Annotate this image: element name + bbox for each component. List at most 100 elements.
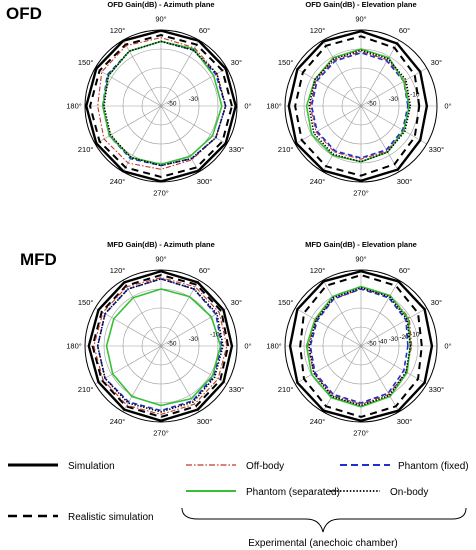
grid-spoke-60 <box>360 280 400 347</box>
angle-label: 0° <box>444 342 451 351</box>
grid-spoke-240 <box>322 345 362 412</box>
row-label-mfd: MFD <box>20 250 57 269</box>
series-line-simulation <box>288 270 434 422</box>
series-line-realistic <box>89 34 233 178</box>
grid-spoke-210 <box>95 345 162 385</box>
polar-plot: 90° 60° 30° 0° 330° 300° 270° 240° 210° 180° 150° 1… <box>266 15 451 198</box>
radial-tick-label: -30 <box>189 96 199 103</box>
grid-spoke-60 <box>360 40 400 107</box>
angle-label: 150° <box>278 58 294 67</box>
angle-label: 30° <box>231 58 242 67</box>
series-line-off-body <box>97 37 227 170</box>
row-label-ofd: OFD <box>6 4 42 23</box>
grid-spoke-300 <box>160 105 200 172</box>
grid-spoke-150 <box>95 67 162 107</box>
polar-chart-ofd-elevation: OFD Gain(dB) - Elevation plane 90° 60° 30°… <box>256 0 466 218</box>
radial-tick-label: -30 <box>189 336 199 343</box>
grid-spoke-240 <box>122 345 162 412</box>
outer-ring <box>284 269 438 423</box>
grid-spoke-210 <box>295 105 362 145</box>
polar-chart-mfd-elevation: MFD Gain(dB) - Elevation plane 90° 60° 30°… <box>256 240 466 458</box>
grid-spoke-60 <box>160 40 200 107</box>
chart-title: MFD Gain(dB) - Azimuth plane <box>107 240 215 249</box>
legend-label-simulation: Simulation <box>68 461 115 472</box>
series-line-realistic <box>91 274 230 418</box>
series-line-on-body <box>96 278 224 413</box>
series-line-off-body <box>307 288 413 405</box>
series-line-phantom-separated <box>101 40 223 166</box>
angle-label: 270° <box>353 189 369 198</box>
grid-spoke-330 <box>160 105 227 145</box>
angle-label: 330° <box>229 145 245 154</box>
grid-spoke-120 <box>122 40 162 107</box>
series-line-simulation <box>87 270 234 422</box>
series-line-on-body <box>103 40 227 167</box>
polar-chart-mfd-azimuth: MFD Gain(dB) - Azimuth plane 90° 60° 30° 0°… <box>56 240 266 458</box>
radial-tick-label: -50 <box>367 101 377 108</box>
radial-tick-label: -20 <box>399 334 409 341</box>
angle-label: 300° <box>397 417 413 426</box>
radial-tick-label: -10 <box>410 92 420 99</box>
grid-spoke-240 <box>322 105 362 172</box>
legend-group-label: Experimental (anechoic chamber) <box>248 538 398 549</box>
legend-label-off-body: Off-body <box>246 461 284 472</box>
angle-label: 270° <box>353 429 369 438</box>
angle-label: 240° <box>110 417 126 426</box>
legend-label-on-body: On-body <box>390 487 428 498</box>
grid-spoke-210 <box>95 105 162 145</box>
angle-label: 240° <box>310 417 326 426</box>
polar-plot: 90° 60° 30° 0° 330° 300° 270° 240° 210° 180° 150° 1… <box>66 255 251 438</box>
grid-spoke-120 <box>322 280 362 347</box>
angle-label: 180° <box>266 102 282 111</box>
grid-spoke-300 <box>360 345 400 412</box>
legend: Simulation Realistic simulation Off-body… <box>8 461 469 549</box>
angle-label: 300° <box>197 177 213 186</box>
series-line-phantom-separated <box>305 285 412 408</box>
radial-tick-label: -30 <box>389 96 399 103</box>
series-line-realistic <box>294 35 421 177</box>
radial-tick-label: -10 <box>210 332 220 339</box>
grid-spoke-30 <box>360 67 427 107</box>
angle-label: 210° <box>78 385 94 394</box>
angle-label: 30° <box>431 58 442 67</box>
angle-label: 90° <box>155 15 166 24</box>
angle-label: 330° <box>229 385 245 394</box>
polar-plot: 90° 60° 30° 0° 330° 300° 270° 240° 210° 180° 150° 1… <box>266 255 451 438</box>
angle-label: 120° <box>310 26 326 35</box>
grid-spoke-300 <box>160 345 200 412</box>
angle-label: 120° <box>110 26 126 35</box>
angle-label: 0° <box>444 102 451 111</box>
angle-label: 60° <box>399 26 410 35</box>
grid-spoke-210 <box>295 345 362 385</box>
outer-ring <box>284 29 438 183</box>
grid-spoke-150 <box>95 307 162 347</box>
angle-label: 90° <box>155 255 166 264</box>
angle-label: 120° <box>110 266 126 275</box>
radial-tick-label: -50 <box>367 341 377 348</box>
radial-tick-label: -30 <box>389 336 399 343</box>
series-line-simulation <box>287 30 429 182</box>
grid-spoke-60 <box>160 280 200 347</box>
radial-tick-label: -10 <box>410 332 420 339</box>
grid-spoke-30 <box>360 307 427 347</box>
grid-spoke-330 <box>360 105 427 145</box>
grid-spoke-150 <box>295 67 362 107</box>
series-line-phantom-fixed <box>310 52 409 159</box>
legend-label-realistic: Realistic simulation <box>68 512 154 523</box>
angle-label: 0° <box>244 102 251 111</box>
angle-label: 240° <box>310 177 326 186</box>
angle-label: 270° <box>153 189 169 198</box>
series-line-phantom-separated <box>105 288 222 407</box>
chart-title: OFD Gain(dB) - Azimuth plane <box>107 0 215 9</box>
series-line-simulation <box>85 29 237 183</box>
legend-label-phantom-fixed: Phantom (fixed) <box>398 461 469 472</box>
angle-label: 210° <box>278 145 294 154</box>
angle-label: 210° <box>78 145 94 154</box>
angle-label: 330° <box>429 145 445 154</box>
outer-ring <box>84 269 238 423</box>
angle-label: 90° <box>355 15 366 24</box>
angle-label: 300° <box>397 177 413 186</box>
angle-label: 30° <box>431 298 442 307</box>
series-line-on-body <box>308 49 412 163</box>
